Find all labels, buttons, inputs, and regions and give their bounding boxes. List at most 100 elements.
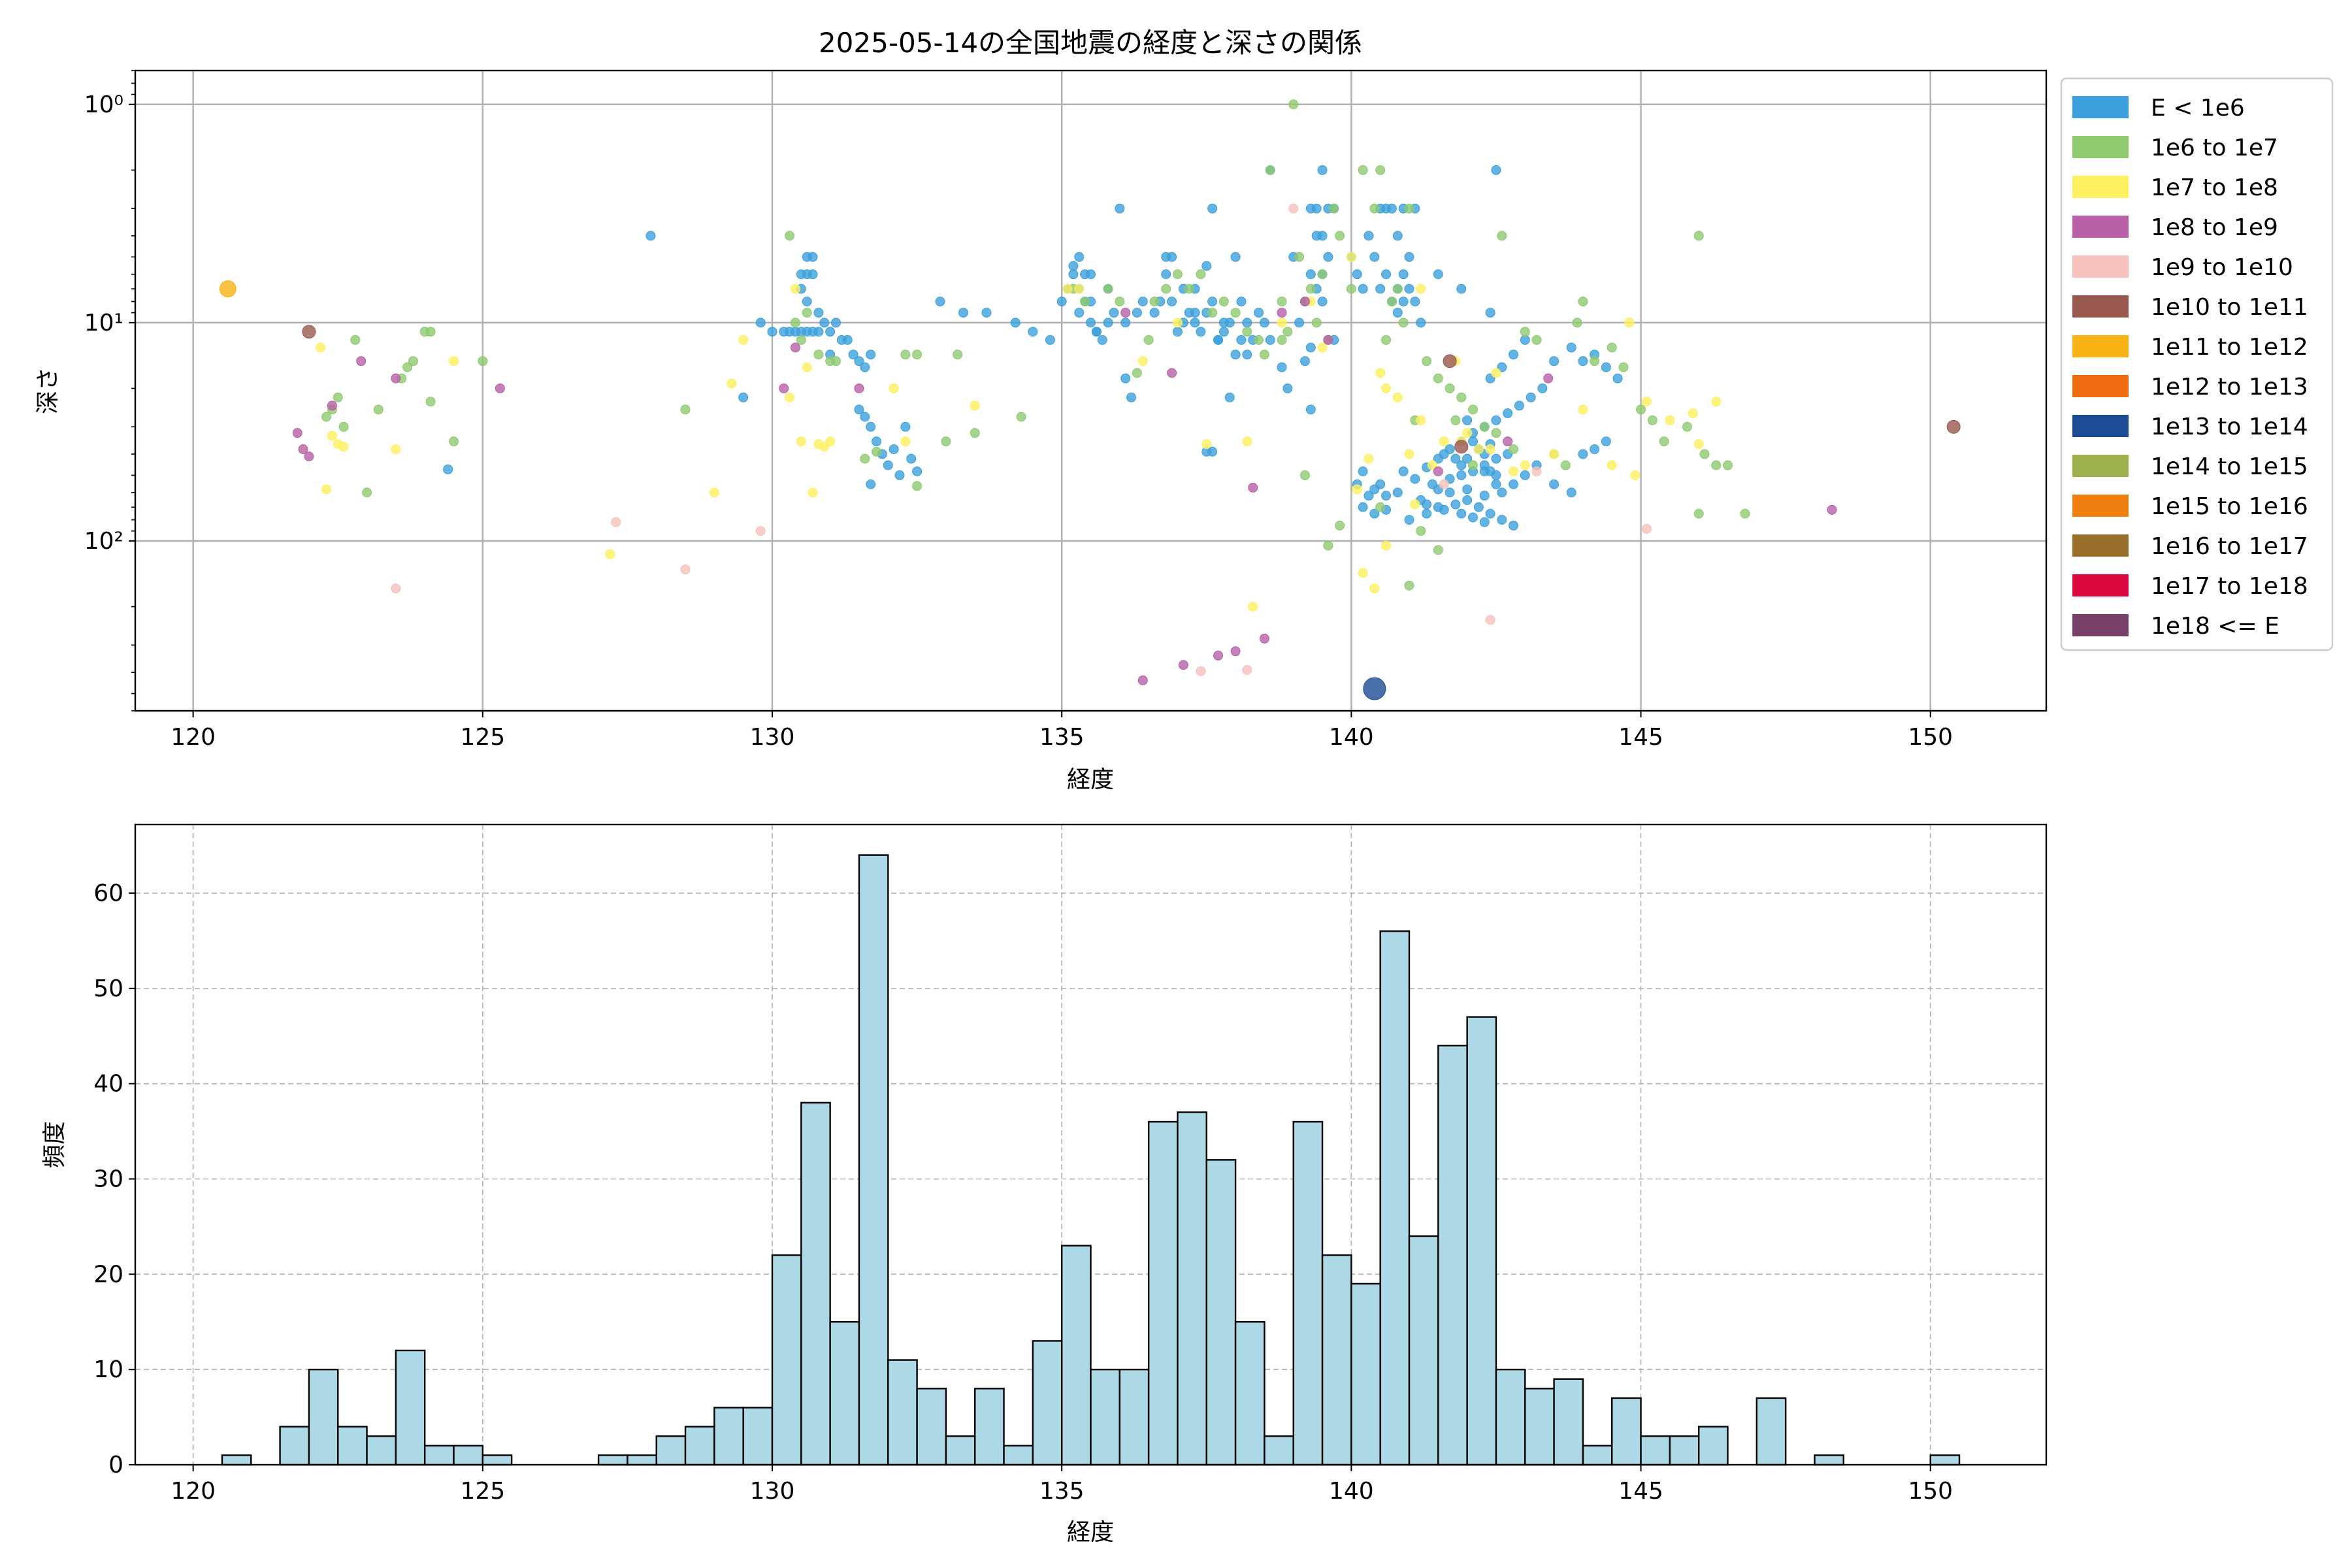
- scatter-point: [1946, 419, 1961, 434]
- scatter-point: [449, 356, 459, 367]
- legend-swatch: [2072, 415, 2129, 437]
- scatter-point: [1311, 231, 1322, 241]
- scatter-point: [819, 318, 830, 328]
- scatter-point: [1473, 444, 1484, 455]
- scatter-point: [1259, 318, 1269, 328]
- y-tick-label: 40: [93, 1071, 123, 1098]
- scatter-point: [1299, 356, 1310, 367]
- scatter-point: [958, 308, 968, 318]
- scatter-point: [1213, 335, 1223, 345]
- histogram-bar: [597, 1454, 629, 1466]
- x-tick-label: 120: [171, 1478, 216, 1505]
- scatter-point: [1137, 356, 1148, 367]
- scatter-point: [831, 318, 841, 328]
- y-tick-label: 30: [93, 1166, 123, 1193]
- scatter-point: [802, 308, 812, 318]
- legend-swatch: [2072, 574, 2129, 596]
- scatter-point: [1433, 453, 1443, 464]
- scatter-point: [755, 526, 766, 536]
- scatter-point: [1485, 508, 1495, 519]
- histogram-bar: [945, 1435, 976, 1466]
- histogram-bar: [1814, 1454, 1844, 1466]
- scatter-point: [1317, 296, 1328, 306]
- legend-label: 1e11 to 1e12: [2151, 334, 2308, 361]
- scatter-point: [425, 327, 436, 337]
- scatter-point: [854, 383, 864, 393]
- scatter-point: [796, 436, 806, 447]
- scatter-point: [1230, 252, 1241, 262]
- scatter-point: [1375, 284, 1386, 294]
- scatter-point: [1549, 479, 1560, 489]
- scatter-point: [1590, 444, 1600, 455]
- scatter-point: [1468, 404, 1478, 415]
- scatter-point: [872, 446, 882, 457]
- legend-swatch: [2072, 136, 2129, 158]
- scatter-point: [860, 412, 870, 422]
- scatter-point: [727, 378, 737, 389]
- scatter-point: [808, 269, 818, 280]
- legend-label: E < 1e6: [2151, 95, 2245, 122]
- scatter-point: [825, 327, 836, 337]
- scatter-point: [912, 466, 923, 476]
- histogram-bar: [1495, 1368, 1526, 1466]
- scatter-point: [1711, 397, 1722, 407]
- scatter-point: [779, 383, 789, 393]
- scatter-point: [854, 356, 864, 367]
- scatter-point: [1422, 499, 1432, 510]
- scatter-point: [1723, 460, 1733, 470]
- scatter-point: [391, 583, 401, 594]
- y-tick-label: 0: [108, 1452, 123, 1478]
- scatter-point: [709, 487, 719, 498]
- scatter-point: [1172, 318, 1183, 328]
- scatter-point: [785, 231, 795, 241]
- scatter-point: [1454, 440, 1469, 454]
- histogram-bar: [1553, 1378, 1584, 1466]
- histogram-bar: [1003, 1445, 1034, 1466]
- scatter-point: [1618, 362, 1629, 372]
- scatter-point: [1468, 436, 1478, 447]
- scatter-point: [1398, 296, 1409, 306]
- legend-swatch: [2072, 216, 2129, 238]
- scatter-point: [1115, 203, 1125, 214]
- histogram-bar: [1119, 1368, 1150, 1466]
- scatter-point: [1450, 453, 1461, 464]
- histogram-chart: 120 125 130 135 140 145 150 0 10 20 30 40 50 60 経度 頻…: [41, 823, 2048, 1546]
- scatter-point: [1572, 318, 1582, 328]
- scatter-point: [1311, 203, 1322, 214]
- histogram-bar: [395, 1349, 426, 1466]
- scatter-point: [1375, 502, 1386, 512]
- histogram-bar: [1177, 1111, 1207, 1466]
- scatter-point: [813, 308, 824, 318]
- scatter-point: [1074, 308, 1085, 318]
- scatter-point: [1369, 203, 1380, 214]
- scatter-point: [813, 350, 824, 360]
- scatter-point: [1491, 415, 1501, 425]
- scatter-point: [1439, 479, 1449, 489]
- scatter-point: [1514, 400, 1524, 411]
- scatter-point: [1416, 415, 1426, 425]
- scatter-point: [1218, 318, 1229, 328]
- scatter-point: [1693, 439, 1704, 449]
- scatter-point: [408, 356, 418, 367]
- scatter-point: [1010, 318, 1021, 328]
- scatter-point: [1410, 499, 1420, 510]
- legend-swatch: [2072, 455, 2129, 477]
- legend-label: 1e17 to 1e18: [2151, 573, 2308, 600]
- scatter-point: [478, 356, 488, 367]
- scatter-point: [900, 421, 911, 432]
- scatter-point: [738, 335, 749, 345]
- scatter-point: [1358, 284, 1368, 294]
- scatter-point: [1381, 269, 1392, 280]
- scatter-point: [1549, 356, 1560, 367]
- scatter-point: [321, 412, 331, 422]
- scatter-point: [866, 421, 876, 432]
- scatter-point: [1699, 449, 1710, 459]
- scatter-point: [1109, 308, 1119, 318]
- scatter-point: [1230, 350, 1241, 360]
- scatter-point: [1520, 327, 1530, 337]
- scatter-point: [495, 383, 505, 393]
- legend-label: 1e10 to 1e11: [2151, 294, 2308, 321]
- histogram-bar: [1264, 1435, 1294, 1466]
- scatter-point: [1422, 356, 1432, 367]
- scatter-point: [1416, 284, 1426, 294]
